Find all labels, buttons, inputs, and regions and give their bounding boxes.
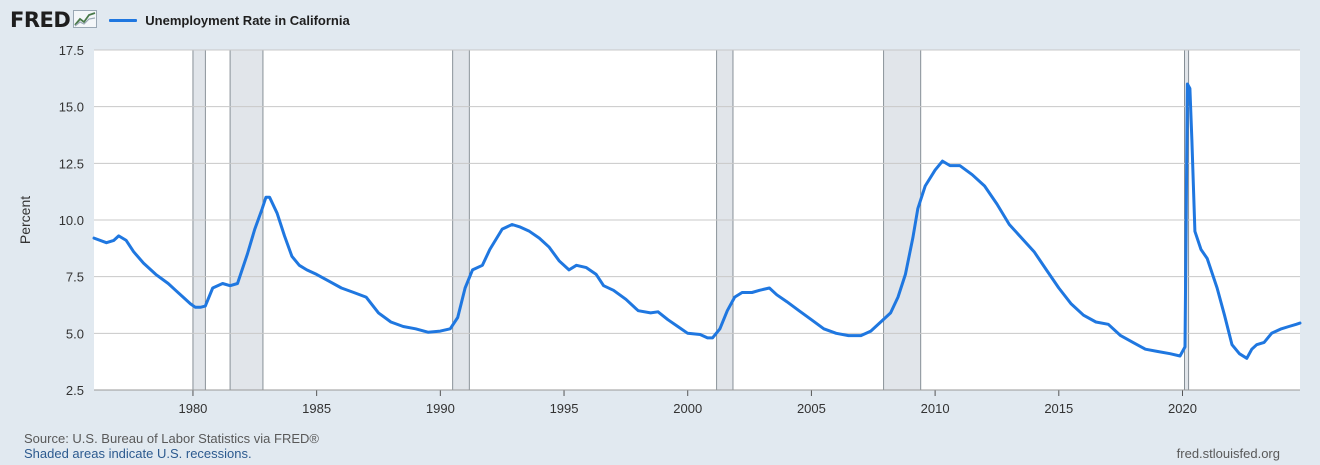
y-tick-label: 2.5: [66, 383, 84, 398]
recession-note[interactable]: Shaded areas indicate U.S. recessions.: [24, 446, 252, 461]
x-tick-label: 2010: [921, 401, 950, 416]
x-tick-label: 2020: [1168, 401, 1197, 416]
chart-line-icon: [73, 9, 98, 33]
series-line: [92, 82, 1302, 360]
source-note: Source: U.S. Bureau of Labor Statistics …: [24, 431, 319, 446]
x-tick-label: 2015: [1044, 401, 1073, 416]
x-tick-label: 1995: [550, 401, 579, 416]
x-tick-label: 1990: [426, 401, 455, 416]
y-tick-label: 10.0: [59, 213, 84, 228]
x-axis-ticks: 1980 1985 1990 1995 2000 2005 2010 2015 2020: [94, 389, 1300, 416]
legend-swatch: [109, 18, 138, 22]
x-tick-label: 1985: [302, 401, 331, 416]
x-tick-label: 2005: [797, 401, 826, 416]
fred-logo[interactable]: FRED: [10, 8, 71, 32]
site-link[interactable]: fred.stlouisfed.org: [1176, 446, 1280, 461]
y-tick-label: 7.5: [66, 270, 84, 285]
y-tick-label: 15.0: [59, 100, 84, 115]
x-tick-label: 2000: [673, 401, 702, 416]
y-tick-label: 12.5: [59, 156, 84, 171]
footer-notes: Source: U.S. Bureau of Labor Statistics …: [24, 431, 319, 461]
y-tick-label: 17.5: [59, 43, 84, 58]
legend: Unemployment Rate in California: [109, 12, 350, 28]
y-axis-ticks: 2.5 5.0 7.5 10.0 12.5 15.0 17.5: [59, 43, 84, 398]
chart-header: FRED Unemployment Rate in California: [10, 6, 350, 34]
y-axis-label: Percent: [17, 196, 33, 244]
x-tick-label: 1980: [178, 401, 207, 416]
y-tick-label: 5.0: [66, 326, 84, 341]
legend-label[interactable]: Unemployment Rate in California: [145, 12, 350, 28]
series-layer: [92, 82, 1302, 360]
